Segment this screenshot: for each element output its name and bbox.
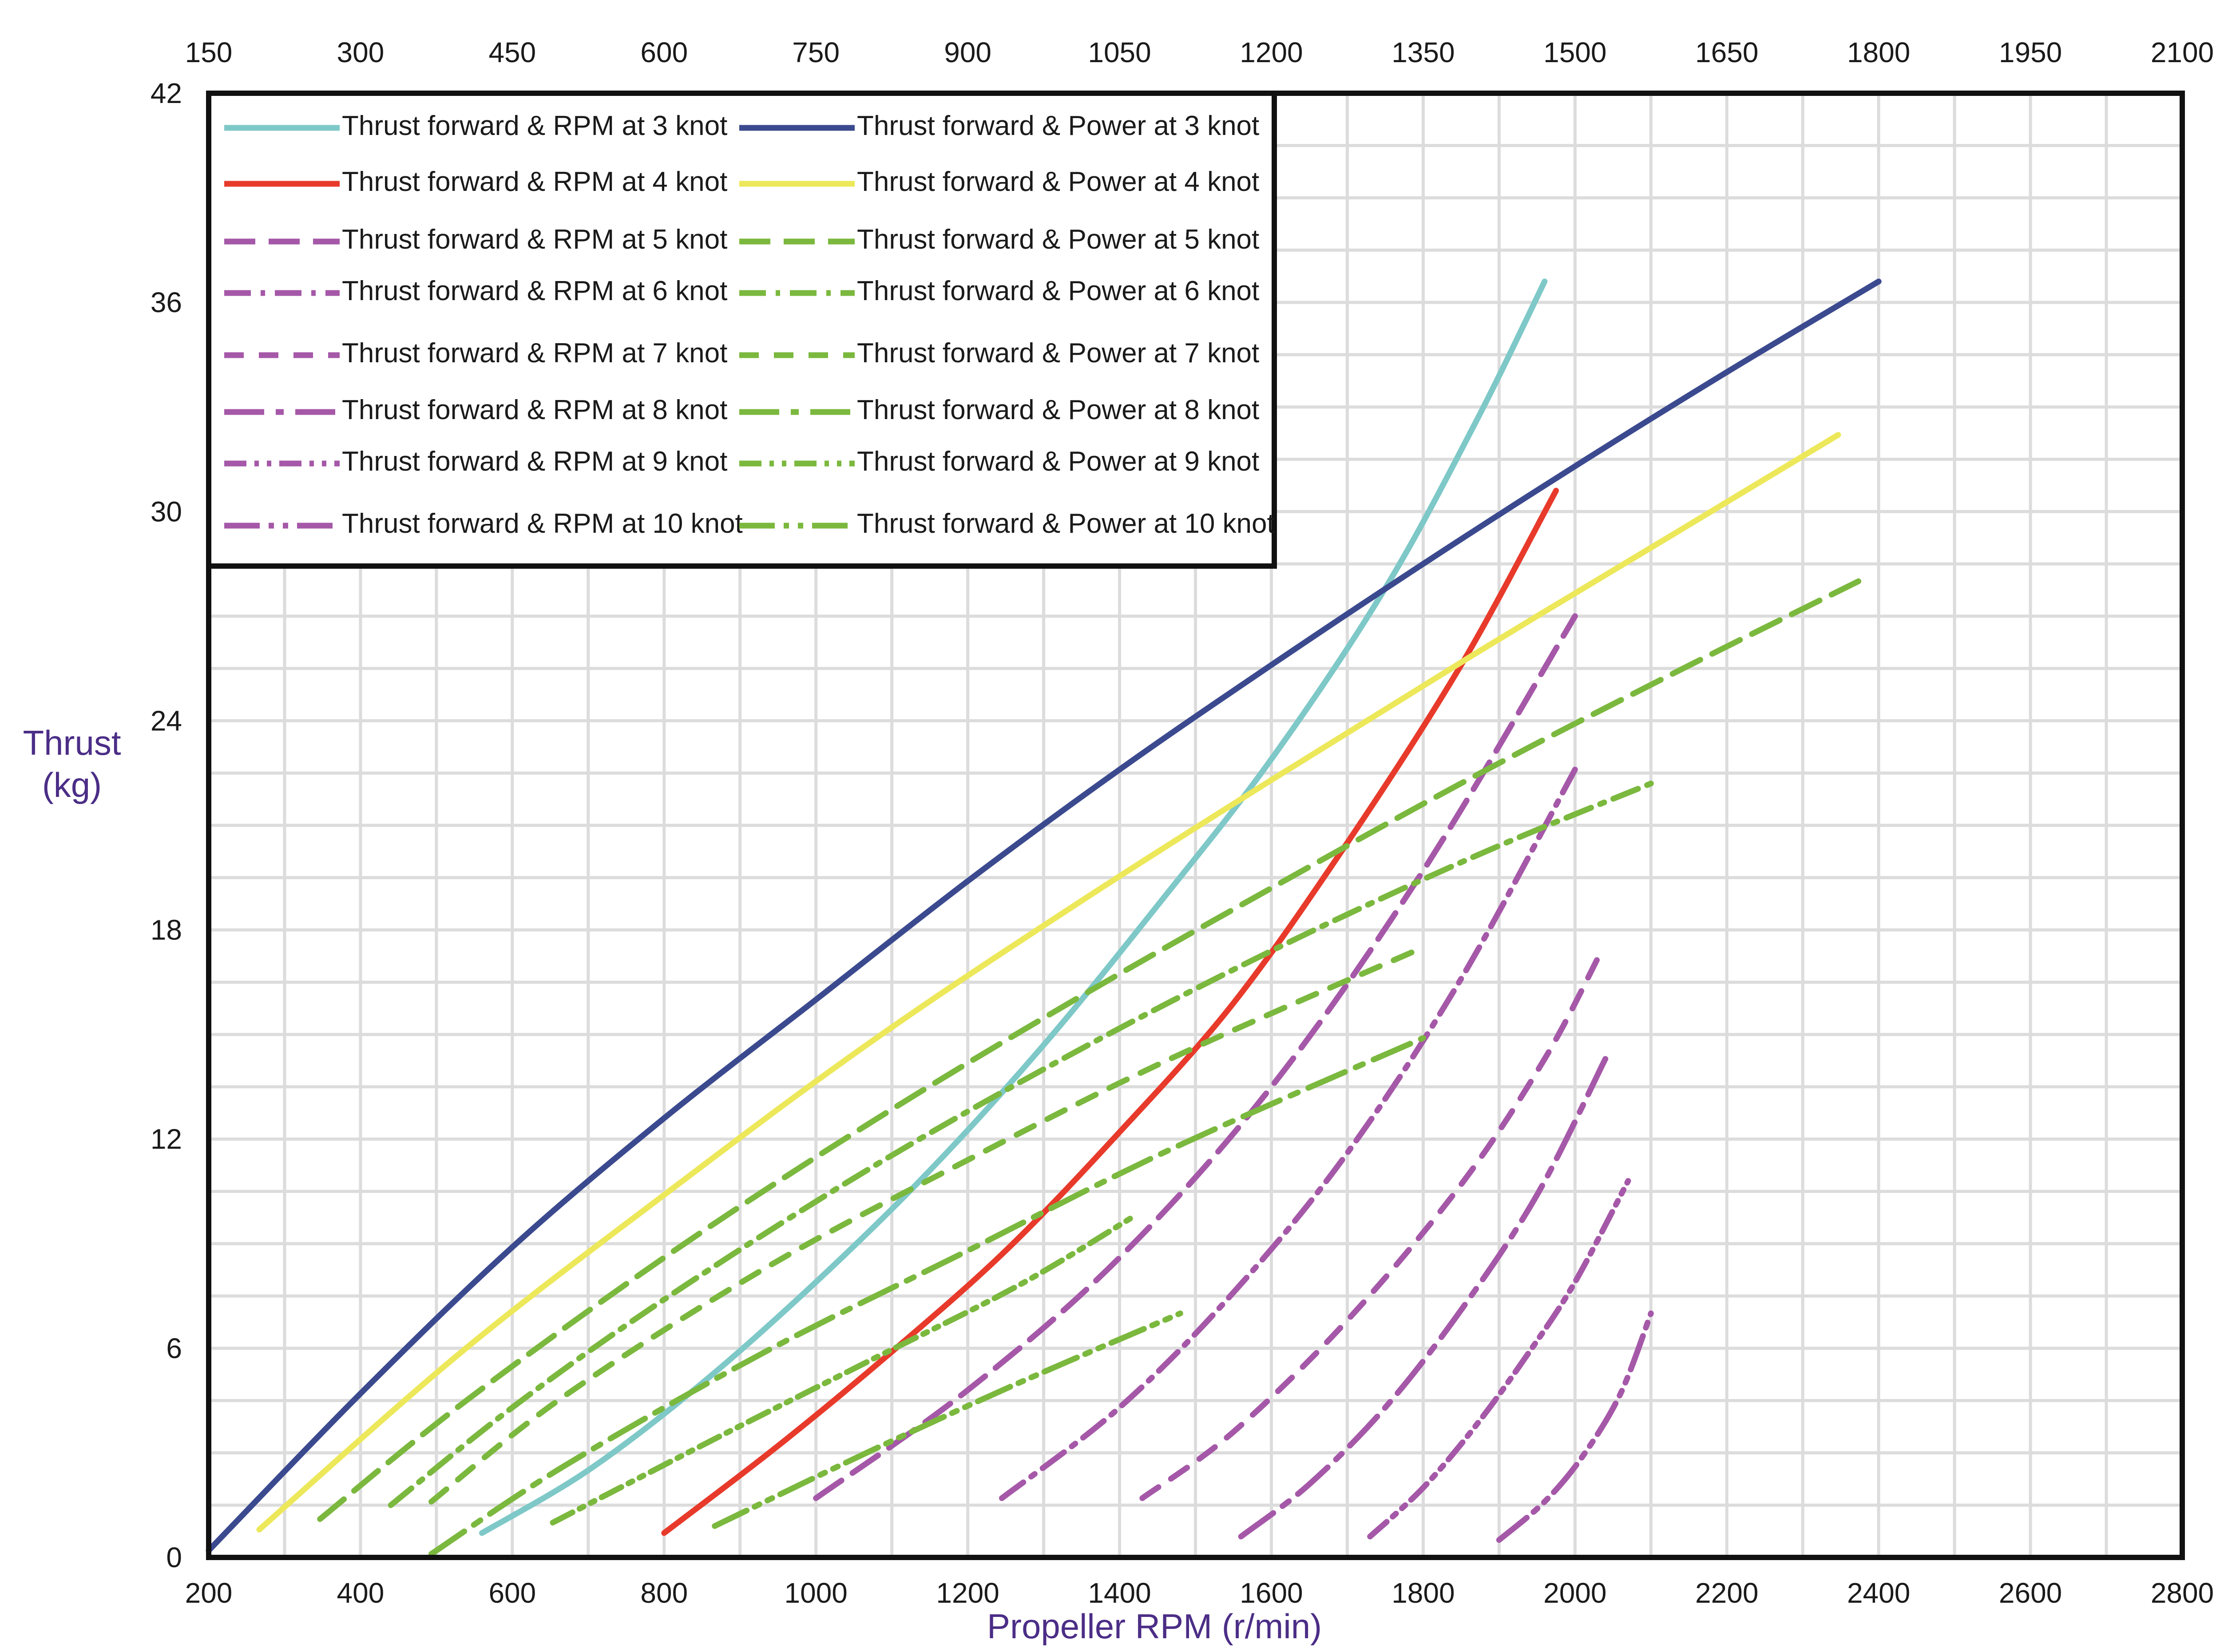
- x-bottom-tick-label: 1800: [1391, 1577, 1455, 1609]
- x-top-tick-label: 1500: [1543, 36, 1606, 68]
- series-line-12: [388, 780, 1654, 1508]
- x-top-tick-label: 1350: [1391, 36, 1455, 68]
- x-top-tick-label: 900: [944, 36, 991, 68]
- x-top-tick-label: 450: [488, 36, 536, 68]
- legend: Thrust forward & RPM at 3 knot Thrust for…: [206, 91, 1277, 569]
- legend-label-rpm-7: Thrust forward & RPM at 9 knot: [342, 446, 727, 477]
- axis-ticks: 200 400 600 800 1000 1200 1400 1600 1800 2000 2200…: [151, 36, 2214, 1609]
- series-line-5: [1139, 948, 1605, 1501]
- x-top-tick-label: 1950: [1999, 36, 2062, 68]
- x-bottom-tick-label: 400: [337, 1577, 385, 1609]
- x-top-tick-label: 2100: [2151, 36, 2214, 68]
- x-axis-title-unit: (r/min): [1222, 1607, 1322, 1646]
- series-line-15: [550, 1213, 1138, 1525]
- series-line-3: [813, 613, 1578, 1501]
- y-tick-label: 18: [151, 914, 182, 946]
- series-line-13: [428, 944, 1426, 1505]
- series-line-16: [712, 1310, 1183, 1529]
- legend-label-rpm-8: Thrust forward & RPM at 10 knot: [342, 508, 743, 539]
- y-tick-label: 24: [151, 705, 182, 737]
- x-bottom-tick-label: 2600: [1999, 1577, 2062, 1609]
- y-axis-title-line1: Thrust: [23, 723, 121, 762]
- x-bottom-tick-label: 200: [185, 1577, 233, 1609]
- series-line-2: [661, 487, 1559, 1536]
- legend-label-rpm-4: Thrust forward & RPM at 6 knot: [342, 276, 727, 306]
- series-line-6: [1238, 1056, 1609, 1540]
- series-line-11: [317, 578, 1862, 1522]
- legend-label-power-2: Thrust forward & Power at 4 knot: [857, 166, 1259, 197]
- series-line-10: [256, 432, 1841, 1533]
- series-line-9: [206, 278, 1882, 1553]
- legend-label-power-3: Thrust forward & Power at 5 knot: [857, 224, 1259, 255]
- x-top-tick-label: 1200: [1240, 36, 1303, 68]
- legend-label-power-5: Thrust forward & Power at 7 knot: [857, 338, 1259, 368]
- legend-label-rpm-2: Thrust forward & RPM at 4 knot: [342, 166, 727, 197]
- y-tick-label: 12: [151, 1123, 182, 1155]
- x-top-tick-label: 1650: [1695, 36, 1758, 68]
- legend-label-rpm-5: Thrust forward & RPM at 7 knot: [342, 338, 727, 368]
- x-bottom-tick-label: 2400: [1847, 1577, 1910, 1609]
- y-tick-label: 42: [151, 77, 182, 109]
- x-bottom-tick-label: 2200: [1695, 1577, 1758, 1609]
- x-top-tick-label: 600: [640, 36, 688, 68]
- x-bottom-tick-label: 600: [488, 1577, 536, 1609]
- legend-label-power-8: Thrust forward & Power at 10 knot: [857, 508, 1275, 539]
- series-line-8: [1496, 1310, 1654, 1543]
- x-bottom-tick-label: 1600: [1240, 1577, 1303, 1609]
- y-tick-label: 30: [151, 495, 182, 527]
- legend-label-rpm-1: Thrust forward & RPM at 3 knot: [342, 111, 727, 141]
- x-bottom-tick-label: 800: [640, 1577, 688, 1609]
- x-top-tick-label: 1800: [1847, 36, 1910, 68]
- x-bottom-tick-label: 1000: [785, 1577, 848, 1609]
- x-axis-title-main: Propeller RPM: [987, 1607, 1212, 1646]
- x-bottom-tick-label: 1400: [1088, 1577, 1151, 1609]
- x-top-tick-label: 150: [185, 36, 233, 68]
- series-line-14: [428, 1035, 1426, 1557]
- x-bottom-tick-label: 1200: [936, 1577, 999, 1609]
- y-tick-label: 6: [166, 1332, 182, 1364]
- legend-box: [206, 91, 1277, 569]
- series-line-7: [1367, 1178, 1631, 1540]
- x-top-tick-label: 300: [337, 36, 385, 68]
- x-top-tick-label: 1050: [1088, 36, 1151, 68]
- legend-label-power-6: Thrust forward & Power at 8 knot: [857, 395, 1259, 425]
- legend-label-power-1: Thrust forward & Power at 3 knot: [857, 111, 1259, 141]
- x-axis-title: Propeller RPM (r/min): [987, 1607, 1322, 1646]
- legend-label-power-7: Thrust forward & Power at 9 knot: [857, 446, 1259, 477]
- legend-label-rpm-3: Thrust forward & RPM at 5 knot: [342, 224, 727, 255]
- y-tick-label: 36: [151, 286, 182, 318]
- x-top-tick-label: 750: [792, 36, 840, 68]
- legend-label-rpm-6: Thrust forward & RPM at 8 knot: [342, 395, 727, 425]
- y-axis-title-line2: (kg): [42, 765, 102, 804]
- y-tick-label: 0: [166, 1541, 182, 1573]
- x-bottom-tick-label: 2800: [2151, 1577, 2214, 1609]
- data-series: [206, 278, 1882, 1557]
- x-bottom-tick-label: 2000: [1543, 1577, 1606, 1609]
- legend-label-power-4: Thrust forward & Power at 6 knot: [857, 276, 1259, 306]
- series-line-4: [999, 766, 1578, 1501]
